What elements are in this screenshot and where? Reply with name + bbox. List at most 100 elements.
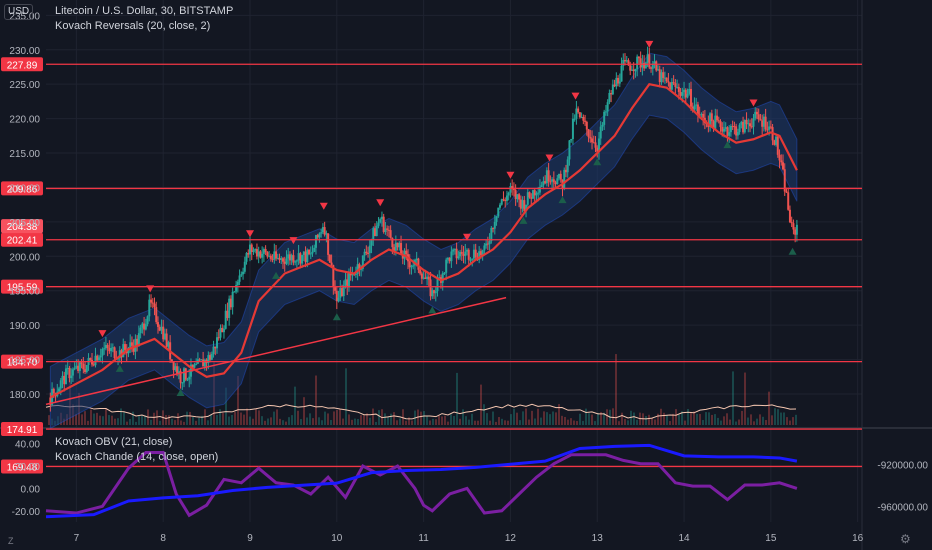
candle-body xyxy=(688,88,691,94)
candle-body xyxy=(563,169,566,190)
volume-bar xyxy=(450,414,452,425)
candle-body xyxy=(742,121,745,133)
candle-body xyxy=(64,368,67,385)
candle-body xyxy=(210,354,213,360)
candle-body xyxy=(559,173,562,180)
candle-body xyxy=(417,258,420,270)
candle-body xyxy=(302,251,305,256)
candle-body xyxy=(752,118,755,127)
volume-bar xyxy=(627,420,629,425)
currency-badge[interactable]: USD xyxy=(4,4,34,20)
candle-body xyxy=(655,61,658,71)
zoom-reset-button[interactable]: Z xyxy=(8,536,14,546)
volume-bar xyxy=(549,414,551,425)
candle-body xyxy=(148,299,151,317)
volume-bar xyxy=(567,419,569,425)
candle-body xyxy=(665,77,668,82)
candle-body xyxy=(271,258,274,260)
volume-bar xyxy=(630,410,632,425)
volume-bar xyxy=(645,415,647,425)
volume-bar xyxy=(252,418,254,425)
sell-marker xyxy=(376,199,385,207)
candle-body xyxy=(275,251,278,259)
candle-body xyxy=(184,368,187,380)
candle-body xyxy=(584,120,587,122)
candle-body xyxy=(177,371,180,374)
candle-body xyxy=(650,67,653,69)
last-price-label: 204.38 xyxy=(7,222,38,233)
volume-bar xyxy=(708,412,710,425)
candle-body xyxy=(446,257,449,260)
candle-body xyxy=(84,369,87,373)
volume-bar xyxy=(402,409,404,425)
volume-bar xyxy=(333,411,335,425)
candle-body xyxy=(450,251,453,262)
volume-bar xyxy=(117,418,119,425)
candle-body xyxy=(249,244,251,255)
volume-bar xyxy=(462,409,464,425)
candle-body xyxy=(262,249,265,254)
candle-body xyxy=(634,68,637,72)
buy-marker xyxy=(428,306,437,314)
volume-bar xyxy=(660,408,662,425)
settings-gear-icon[interactable]: ⚙ xyxy=(900,532,911,546)
candle-body xyxy=(526,192,529,205)
volume-bar xyxy=(471,413,473,425)
candle-body xyxy=(504,200,507,202)
candle-body xyxy=(323,227,326,235)
volume-bar xyxy=(534,418,536,425)
volume-bar xyxy=(243,414,245,425)
candle-body xyxy=(165,333,168,347)
candle-body xyxy=(714,115,717,129)
volume-bar xyxy=(564,416,566,425)
candle-body xyxy=(554,182,557,185)
volume-bar xyxy=(711,414,713,425)
candle-body xyxy=(722,128,725,132)
volume-bar xyxy=(525,408,527,425)
buy-marker xyxy=(115,364,124,372)
candle-body xyxy=(472,249,475,259)
volume-bar xyxy=(135,421,137,425)
volume-bar xyxy=(75,414,77,425)
volume-bar xyxy=(321,420,323,425)
candle-body xyxy=(452,249,455,252)
volume-bar xyxy=(279,418,281,425)
buy-marker xyxy=(176,388,185,396)
candle-body xyxy=(691,106,694,110)
candle-body xyxy=(716,115,719,121)
candle-body xyxy=(785,191,788,193)
volume-bar xyxy=(537,408,539,425)
volume-bar xyxy=(267,418,269,425)
candle-body xyxy=(726,127,729,136)
volume-bar xyxy=(144,415,146,425)
candle-body xyxy=(696,104,699,115)
volume-bar xyxy=(270,417,272,425)
candle-body xyxy=(712,121,715,129)
candle-body xyxy=(181,382,184,384)
candle-body xyxy=(724,127,727,129)
candle-body xyxy=(778,154,781,161)
candle-body xyxy=(49,397,52,405)
volume-bar xyxy=(123,411,125,425)
candle-body xyxy=(216,337,219,349)
candle-body xyxy=(735,126,738,136)
candle-body xyxy=(552,179,555,183)
price-level-badge xyxy=(1,354,43,369)
volume-bar xyxy=(690,412,692,425)
volume-bar xyxy=(303,397,305,425)
candle-body xyxy=(299,253,302,264)
candle-body xyxy=(755,111,758,115)
volume-bar xyxy=(792,417,794,425)
candle-body xyxy=(200,359,203,361)
candle-body xyxy=(285,258,288,264)
volume-bar xyxy=(48,415,50,425)
candle-body xyxy=(186,379,189,381)
candle-body xyxy=(632,69,635,72)
volume-bar xyxy=(225,387,227,425)
volume-bar xyxy=(312,418,314,425)
candle-body xyxy=(535,193,538,196)
candle-body xyxy=(509,186,512,193)
candle-body xyxy=(679,92,682,96)
candle-body xyxy=(92,364,95,366)
